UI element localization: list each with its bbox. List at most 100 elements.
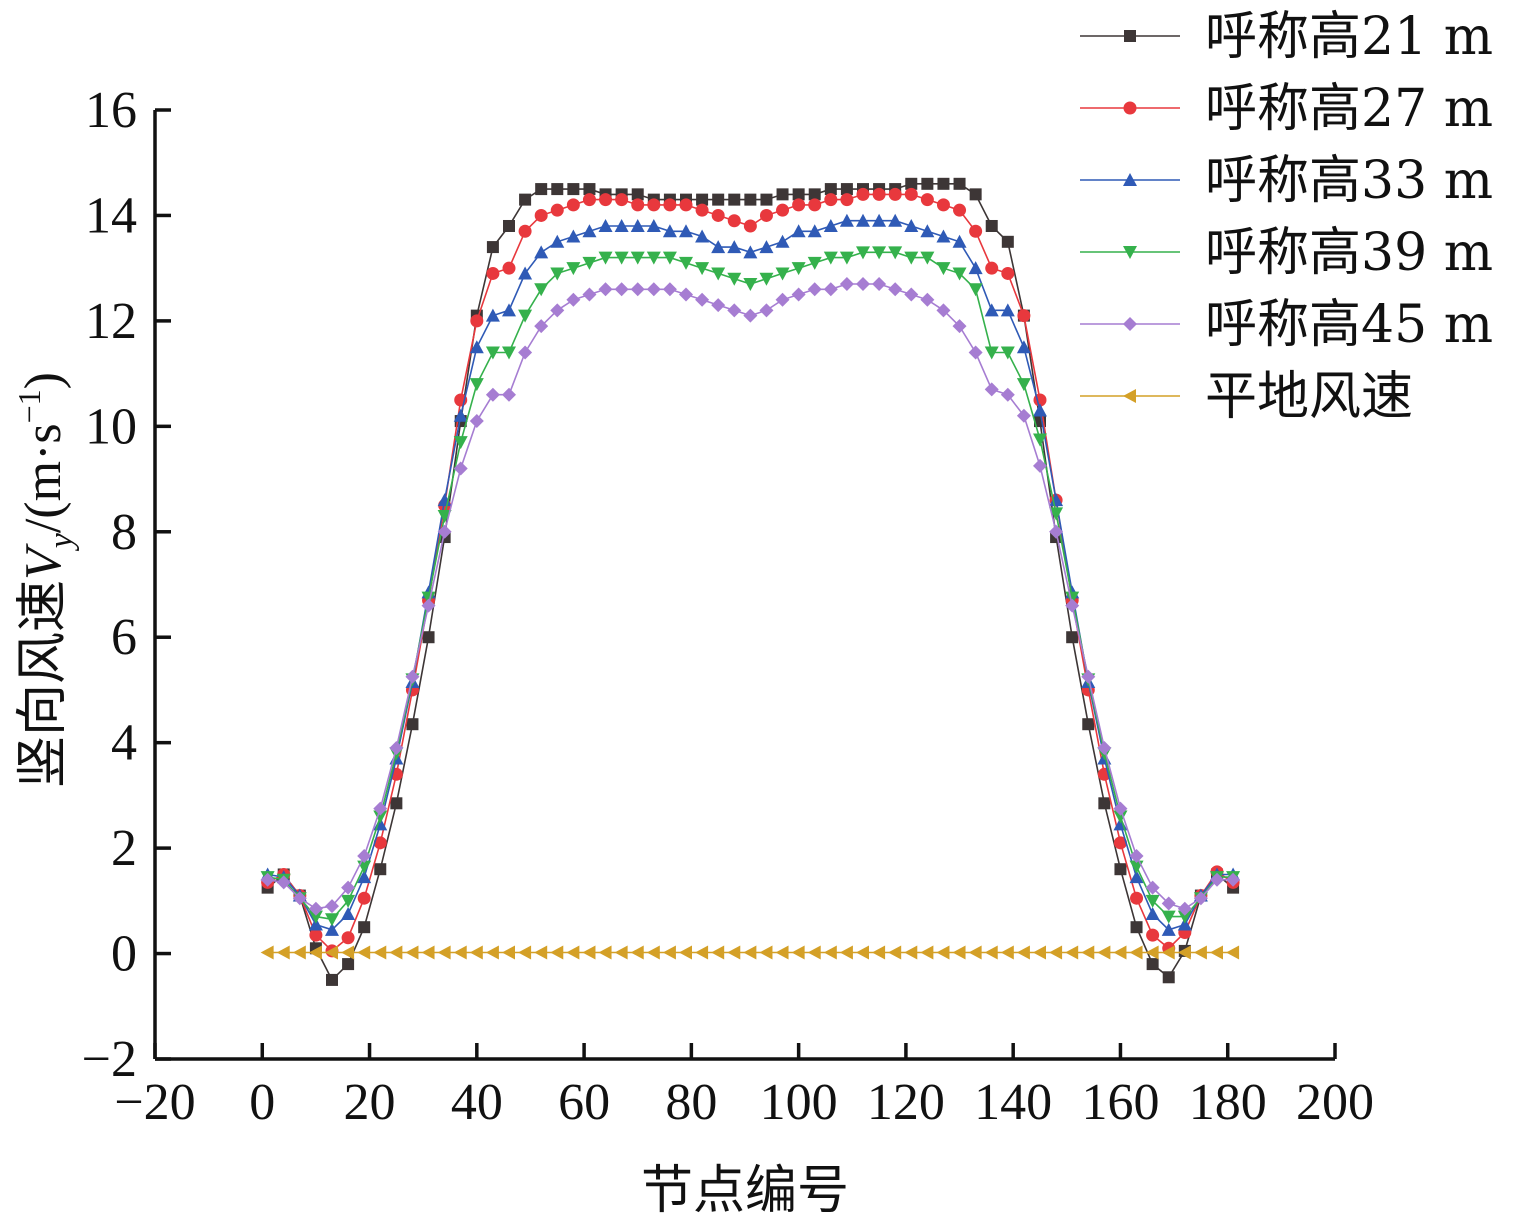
data-point xyxy=(711,267,726,281)
data-point xyxy=(1081,669,1096,684)
data-point xyxy=(630,251,645,265)
y-tick-label: 4 xyxy=(111,715,137,772)
y-tick-label: 10 xyxy=(85,398,137,455)
data-point xyxy=(920,251,935,265)
data-point xyxy=(1177,901,1192,916)
y-tick-label: 12 xyxy=(85,293,137,350)
data-point xyxy=(712,193,725,206)
data-point xyxy=(502,303,516,317)
data-point xyxy=(405,945,419,960)
data-point xyxy=(872,246,887,260)
data-point xyxy=(695,229,710,243)
data-point xyxy=(904,187,918,201)
data-point xyxy=(776,188,789,201)
data-point xyxy=(743,219,757,233)
data-point xyxy=(276,875,291,890)
data-point xyxy=(776,203,790,217)
data-point xyxy=(984,303,999,317)
data-point xyxy=(1097,945,1111,960)
data-point xyxy=(582,193,596,207)
data-point xyxy=(1000,303,1015,317)
legend-swatch-marker xyxy=(1124,30,1136,42)
y-tick-label: 6 xyxy=(111,609,137,666)
x-tick-label: 40 xyxy=(451,1074,503,1131)
data-point xyxy=(1016,945,1030,960)
data-point xyxy=(630,218,645,232)
data-point xyxy=(1065,945,1079,960)
data-point xyxy=(341,945,355,960)
data-point xyxy=(936,303,951,318)
data-point xyxy=(325,913,339,927)
data-point xyxy=(534,283,549,297)
data-point xyxy=(807,256,822,270)
data-point xyxy=(775,292,790,307)
data-point xyxy=(727,303,742,318)
legend-item: 平地风速 xyxy=(1080,367,1413,427)
data-point xyxy=(920,945,934,960)
series-line xyxy=(267,183,1234,982)
data-point xyxy=(292,891,307,906)
data-point xyxy=(824,193,838,207)
data-point xyxy=(807,945,821,960)
data-point xyxy=(1130,921,1143,934)
data-point xyxy=(276,945,290,960)
data-point xyxy=(1226,872,1241,887)
data-point xyxy=(807,282,822,297)
data-point xyxy=(437,945,451,960)
data-point xyxy=(662,282,677,297)
y-axis-title-var: V xyxy=(15,543,72,580)
data-point xyxy=(1129,945,1143,960)
data-point xyxy=(953,177,966,190)
data-point xyxy=(888,246,903,260)
data-point xyxy=(920,193,934,207)
data-point xyxy=(775,267,790,281)
data-point xyxy=(341,880,356,895)
data-point xyxy=(936,198,950,212)
data-point xyxy=(952,319,967,334)
data-point xyxy=(1097,740,1112,755)
data-point xyxy=(309,928,323,942)
legend-swatch-marker xyxy=(1123,317,1137,331)
data-point xyxy=(325,922,339,936)
data-point xyxy=(582,224,597,238)
data-point xyxy=(614,218,629,232)
data-point xyxy=(695,945,709,960)
data-point xyxy=(550,303,565,318)
y-tick-label: 0 xyxy=(111,926,137,983)
x-tick-label: 100 xyxy=(760,1074,838,1131)
data-point xyxy=(615,193,629,207)
data-point xyxy=(856,187,870,201)
data-point xyxy=(1162,971,1175,984)
data-point xyxy=(373,836,387,850)
x-tick-label: 160 xyxy=(1081,1074,1159,1131)
data-point xyxy=(647,198,661,212)
data-point xyxy=(342,958,355,971)
data-point xyxy=(888,187,902,201)
data-point xyxy=(566,262,581,276)
legend-label: 呼称高33 m xyxy=(1205,151,1493,211)
data-point xyxy=(1113,836,1127,850)
data-point xyxy=(260,945,274,960)
data-point xyxy=(292,945,306,960)
data-point xyxy=(663,198,677,212)
data-point xyxy=(566,292,581,307)
data-point xyxy=(662,224,677,238)
data-point xyxy=(1210,945,1223,960)
data-point xyxy=(1000,387,1015,402)
data-point xyxy=(325,899,339,914)
data-point xyxy=(904,218,919,232)
data-point xyxy=(679,945,692,960)
data-point xyxy=(695,203,709,217)
data-point xyxy=(502,261,516,275)
data-point xyxy=(630,282,645,297)
data-point xyxy=(1033,403,1047,417)
data-point xyxy=(358,921,371,934)
data-point xyxy=(1016,340,1031,354)
x-axis-title: 节点编号 xyxy=(641,1161,849,1218)
data-point xyxy=(1065,598,1080,613)
data-point xyxy=(421,598,436,613)
data-point xyxy=(839,213,854,227)
data-point xyxy=(807,224,822,238)
legend-swatch-marker xyxy=(1123,389,1136,403)
data-point xyxy=(470,314,484,328)
